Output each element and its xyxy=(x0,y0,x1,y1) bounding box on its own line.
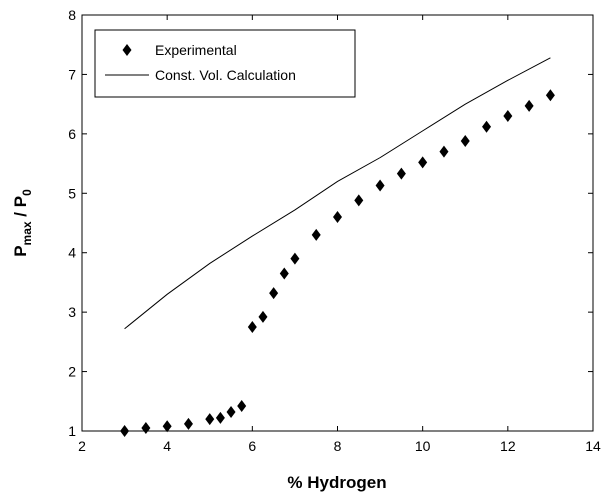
data-point xyxy=(237,400,247,413)
data-point xyxy=(439,145,449,158)
x-tick-label: 2 xyxy=(78,438,86,454)
data-point xyxy=(545,89,555,102)
y-tick-label: 2 xyxy=(68,364,76,380)
y-label-part: / P xyxy=(11,196,30,222)
y-tick-label: 5 xyxy=(68,185,76,201)
y-label-part: P xyxy=(11,245,30,256)
calc-line xyxy=(124,57,551,330)
data-point xyxy=(120,425,130,437)
data-point xyxy=(258,310,268,323)
y-axis-label: Pmax / P0 xyxy=(11,189,34,257)
data-point xyxy=(311,228,321,241)
data-point xyxy=(482,120,492,133)
data-point xyxy=(269,287,279,300)
data-point xyxy=(460,134,470,147)
legend-box xyxy=(94,29,356,98)
x-tick-label: 12 xyxy=(500,438,516,454)
data-point xyxy=(183,417,193,430)
data-point xyxy=(333,211,342,224)
y-label-sub: 0 xyxy=(20,189,34,196)
data-point xyxy=(524,99,534,112)
x-tick-label: 10 xyxy=(415,438,431,454)
legend-label: Const. Vol. Calculation xyxy=(155,67,296,83)
y-tick-label: 4 xyxy=(68,245,76,261)
data-point xyxy=(205,413,215,426)
y-tick-label: 8 xyxy=(68,7,76,23)
y-tick-label: 7 xyxy=(68,66,76,82)
data-point xyxy=(141,422,151,435)
legend-swatch xyxy=(122,44,132,56)
x-axis-label: % Hydrogen xyxy=(287,473,386,492)
data-point xyxy=(247,321,257,333)
x-tick-label: 4 xyxy=(163,438,171,454)
data-point xyxy=(503,110,513,123)
data-point xyxy=(396,167,406,180)
data-point xyxy=(162,420,172,433)
data-point xyxy=(418,156,428,169)
y-label-sub: max xyxy=(20,221,34,245)
x-tick-label: 14 xyxy=(585,438,601,454)
data-point xyxy=(279,267,289,280)
legend-label: Experimental xyxy=(155,42,237,58)
x-tick-label: 8 xyxy=(334,438,342,454)
y-tick-label: 6 xyxy=(68,126,76,142)
data-point xyxy=(215,411,225,424)
data-point xyxy=(226,405,236,418)
data-point xyxy=(375,179,385,192)
data-point xyxy=(290,252,300,265)
y-tick-label: 3 xyxy=(68,304,76,320)
x-tick-label: 6 xyxy=(248,438,256,454)
y-tick-label: 1 xyxy=(68,423,76,439)
data-point xyxy=(354,194,364,207)
